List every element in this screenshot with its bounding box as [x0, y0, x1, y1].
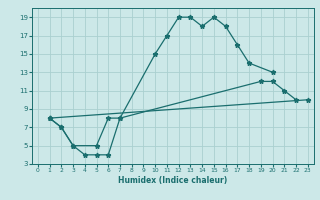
X-axis label: Humidex (Indice chaleur): Humidex (Indice chaleur) [118, 176, 228, 185]
